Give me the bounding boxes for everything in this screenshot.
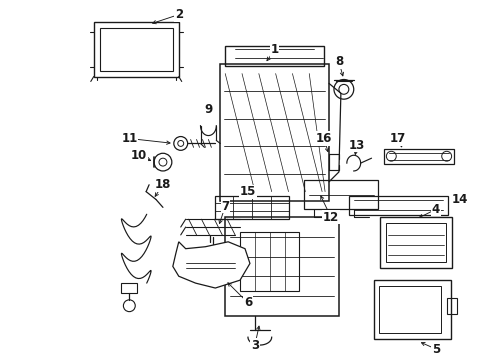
Bar xyxy=(240,232,299,291)
Text: 1: 1 xyxy=(270,44,278,57)
Bar xyxy=(121,283,137,293)
Text: 15: 15 xyxy=(239,185,256,198)
Text: 8: 8 xyxy=(334,55,343,68)
Bar xyxy=(94,22,179,77)
Bar xyxy=(446,298,456,314)
Bar xyxy=(384,149,453,164)
Bar xyxy=(100,28,172,71)
Text: 16: 16 xyxy=(315,132,331,145)
Bar xyxy=(225,46,324,66)
Bar xyxy=(215,195,289,219)
Bar xyxy=(380,217,451,268)
Text: 5: 5 xyxy=(431,342,439,356)
Polygon shape xyxy=(172,242,249,288)
Text: 14: 14 xyxy=(450,193,467,206)
Bar xyxy=(220,64,328,202)
Text: 18: 18 xyxy=(154,178,171,191)
Text: 10: 10 xyxy=(131,149,147,162)
Bar xyxy=(225,217,338,316)
Text: 17: 17 xyxy=(389,132,406,145)
Text: 2: 2 xyxy=(174,8,183,21)
Bar xyxy=(373,280,450,339)
Bar xyxy=(304,180,378,209)
Bar xyxy=(379,286,440,333)
Text: 12: 12 xyxy=(322,211,339,224)
Text: 3: 3 xyxy=(250,338,259,352)
Bar xyxy=(386,223,445,262)
Text: 4: 4 xyxy=(431,203,439,216)
Text: 13: 13 xyxy=(348,139,364,152)
Bar xyxy=(348,195,447,215)
Text: 11: 11 xyxy=(121,132,137,145)
Text: 7: 7 xyxy=(221,200,229,213)
Text: 9: 9 xyxy=(204,103,212,116)
Text: 6: 6 xyxy=(244,296,252,309)
